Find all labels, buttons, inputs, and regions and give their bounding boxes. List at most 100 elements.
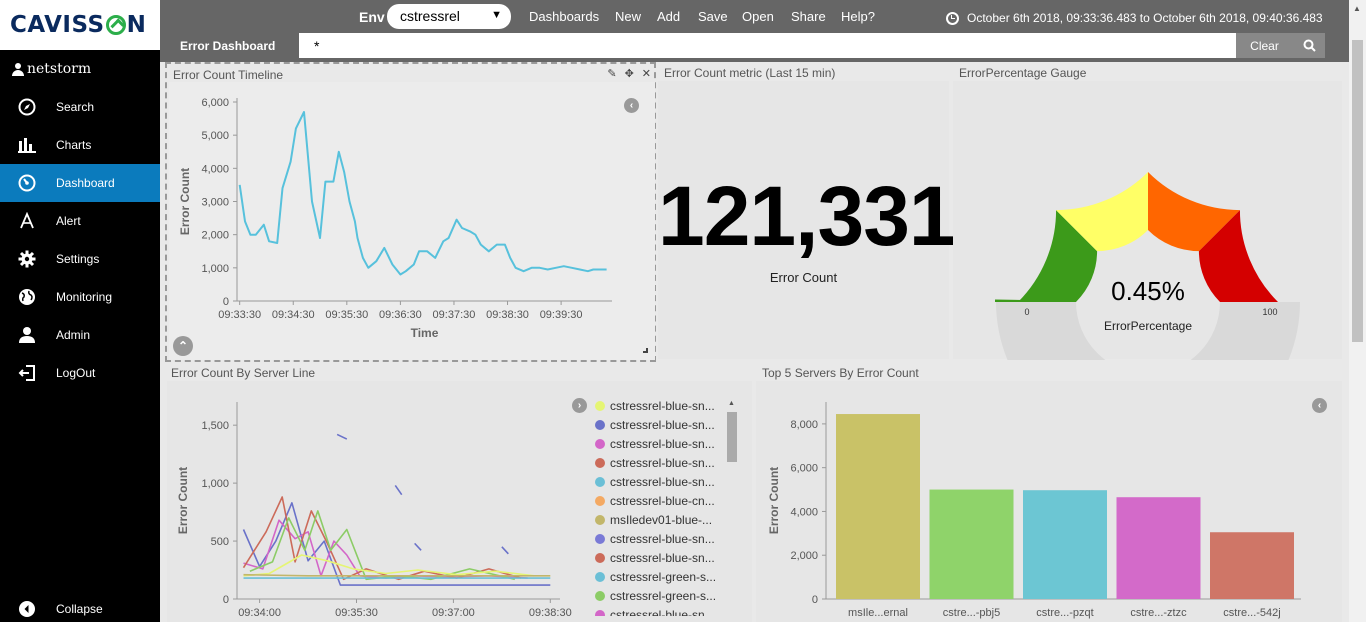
globe-icon <box>17 287 37 307</box>
y-axis-label: Error Count <box>178 168 192 235</box>
sidebar-item-settings[interactable]: Settings <box>0 240 160 278</box>
legend-dot-icon <box>595 495 605 506</box>
legend-scrollbar[interactable]: ▲ <box>726 400 738 610</box>
legend-item[interactable]: cstressrel-blue-sn... <box>595 396 743 415</box>
gauge-label: ErrorPercentage <box>1104 319 1192 333</box>
top-bar: Env cstressrel ▼ Dashboards New Add Save Ope… <box>160 0 1349 62</box>
legend-item[interactable]: cstressrel-green-s... <box>595 567 743 586</box>
clear-button[interactable]: Clear <box>1236 33 1293 58</box>
sidebar-item-label: Monitoring <box>56 290 113 304</box>
logo: CAVISS N <box>0 0 160 50</box>
sidebar-item-admin[interactable]: Admin <box>0 316 160 354</box>
legend-item[interactable]: cstressrel-blue-sn... <box>595 548 743 567</box>
legend-item[interactable]: cstressrel-blue-cn... <box>595 491 743 510</box>
scroll-up-icon[interactable]: ▲ <box>1353 4 1361 13</box>
sidebar-item-label: Settings <box>56 252 100 266</box>
gauge-max-label: 100 <box>1262 307 1277 317</box>
x-tick-label: 09:36:30 <box>379 309 422 321</box>
sidebar-item-dashboard[interactable]: Dashboard <box>0 164 160 202</box>
chevron-up-icon[interactable]: ⌃ <box>173 336 193 356</box>
x-tick-label: 09:34:30 <box>272 309 315 321</box>
collapse-icon <box>17 599 37 619</box>
page-scrollbar[interactable]: ▲ <box>1349 0 1366 622</box>
clock-icon <box>946 11 959 25</box>
legend-scroll-thumb[interactable] <box>727 412 737 462</box>
series-line <box>243 554 535 577</box>
bar <box>929 489 1014 599</box>
y-axis-label: Error Count <box>176 467 190 534</box>
user-row[interactable]: netstorm <box>0 50 160 88</box>
legend-label: msIledev01-blue-... <box>610 512 713 527</box>
chevron-left-icon[interactable]: ‹ <box>624 98 639 113</box>
collapse-button[interactable]: Collapse <box>0 596 160 622</box>
menu-help[interactable]: Help? <box>841 9 875 24</box>
y-tick-label: 4,000 <box>790 506 818 518</box>
y-tick-label: 5,000 <box>201 130 229 142</box>
edit-icon[interactable]: ✎ <box>607 68 617 80</box>
legend-dot-icon <box>595 476 605 487</box>
x-tick-label: 09:35:30 <box>335 607 378 619</box>
menu-share[interactable]: Share <box>791 9 826 24</box>
legend-item[interactable]: cstressrel-blue-sn... <box>595 434 743 453</box>
close-icon[interactable]: ✕ <box>641 68 651 80</box>
chevron-right-icon[interactable]: › <box>572 398 587 413</box>
chevron-left-icon[interactable]: ‹ <box>1312 398 1327 413</box>
legend-dot-icon <box>595 552 605 563</box>
panel-body <box>167 381 752 622</box>
y-tick-label: 4,000 <box>201 163 229 175</box>
x-axis-label: Time <box>411 326 439 340</box>
legend-item[interactable]: cstressrel-blue-sn... <box>595 472 743 491</box>
move-icon[interactable]: ✥ <box>624 68 634 80</box>
menu-add[interactable]: Add <box>657 9 681 24</box>
menu-new[interactable]: New <box>615 9 642 24</box>
x-tick-label: 09:37:30 <box>433 309 476 321</box>
legend-item[interactable]: cstressrel-blue-sn... <box>595 529 743 548</box>
x-tick-label: 09:38:30 <box>529 607 572 619</box>
series-segment <box>336 433 348 440</box>
panel-top5-servers: Top 5 Servers By Error Count 0 2,000 4,000… <box>756 362 1342 622</box>
metric-value: 121,331 <box>658 169 956 263</box>
series-line <box>242 502 551 586</box>
sidebar-item-monitoring[interactable]: Monitoring <box>0 278 160 316</box>
y-tick-label: 500 <box>211 536 229 548</box>
legend-item[interactable]: cstressrel-green-s... <box>595 586 743 605</box>
panel-error-count-timeline: Error Count Timeline ✎ ✥ ✕ 0 1,000 2,000 3,… <box>165 62 656 362</box>
bar <box>1116 497 1201 599</box>
y-tick-label: 0 <box>223 296 229 308</box>
sidebar-item-alert[interactable]: Alert <box>0 202 160 240</box>
env-select[interactable]: cstressrel ▼ <box>387 4 511 29</box>
y-tick-label: 3,000 <box>201 197 229 209</box>
query-input[interactable] <box>299 33 1236 58</box>
legend-item[interactable]: cstressrel-blue-sn... <box>595 453 743 472</box>
y-tick-label: 1,500 <box>201 420 229 432</box>
y-tick-label: 1,000 <box>201 263 229 275</box>
time-range[interactable]: October 6th 2018, 09:33:36.483 to Octobe… <box>946 11 1323 25</box>
series-line <box>243 573 551 577</box>
legend-item[interactable]: cstressrel-blue-sn... <box>595 605 743 616</box>
resize-handle-icon[interactable] <box>643 348 648 353</box>
x-tick-label: msIle...ernal <box>848 607 908 619</box>
panel-error-percentage-gauge: ErrorPercentage Gauge 0.45% ErrorPercent… <box>953 62 1342 360</box>
menu-save[interactable]: Save <box>698 9 728 24</box>
timeline-chart: 0 1,000 2,000 3,000 4,000 5,000 6,000 09:33:30 0… <box>178 97 612 340</box>
sidebar-item-search[interactable]: Search <box>0 88 160 126</box>
legend-item[interactable]: cstressrel-blue-sn... <box>595 415 743 434</box>
legend-dot-icon <box>595 571 605 582</box>
sidebar-item-label: Search <box>56 100 95 114</box>
legend-label: cstressrel-green-s... <box>610 569 717 584</box>
x-tick-label: 09:35:30 <box>325 309 368 321</box>
collapse-label: Collapse <box>56 602 103 616</box>
x-tick-label: 09:34:00 <box>238 607 281 619</box>
legend-item[interactable]: msIledev01-blue-... <box>595 510 743 529</box>
page-scroll-thumb[interactable] <box>1352 40 1363 342</box>
time-range-text: October 6th 2018, 09:33:36.483 to Octobe… <box>967 11 1323 25</box>
menu-dashboards[interactable]: Dashboards <box>529 9 600 24</box>
gauge-band <box>1148 172 1240 252</box>
sidebar-item-logout[interactable]: LogOut <box>0 354 160 392</box>
menu-open[interactable]: Open <box>742 9 774 24</box>
sidebar-item-charts[interactable]: Charts <box>0 126 160 164</box>
panel-title: Error Count By Server Line <box>171 366 316 380</box>
gauge-band <box>1198 210 1278 302</box>
search-button[interactable] <box>1293 33 1325 58</box>
legend-scroll-up-icon[interactable]: ▲ <box>728 400 735 407</box>
